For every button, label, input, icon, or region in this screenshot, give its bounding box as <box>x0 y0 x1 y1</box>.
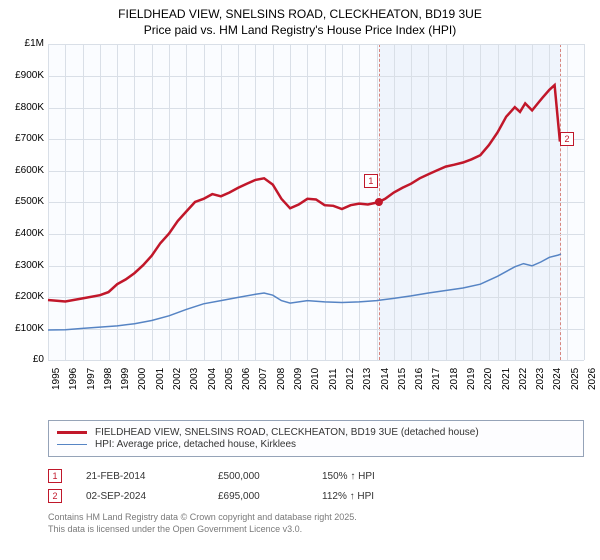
price-chart: £0£100K£200K£300K£400K£500K£600K£700K£80… <box>0 40 600 410</box>
callout-marker: 1 <box>364 174 378 188</box>
x-axis-tick-label: 2017 <box>431 368 442 390</box>
sale-date: 21-FEB-2014 <box>86 471 194 482</box>
legend-swatch <box>57 444 87 446</box>
sale-date: 02-SEP-2024 <box>86 491 194 502</box>
x-axis-tick-label: 2026 <box>587 368 598 390</box>
title-block: FIELDHEAD VIEW, SNELSINS ROAD, CLECKHEAT… <box>0 0 600 40</box>
series-line <box>48 85 561 301</box>
sale-data-table: 1 21-FEB-2014 £500,000 150% ↑ HPI 2 02-SEP-20… <box>48 466 584 506</box>
legend: FIELDHEAD VIEW, SNELSINS ROAD, CLECKHEAT… <box>48 420 584 457</box>
x-axis-tick-label: 2020 <box>483 368 494 390</box>
x-axis-tick-label: 2012 <box>345 368 356 390</box>
legend-row: FIELDHEAD VIEW, SNELSINS ROAD, CLECKHEAT… <box>57 427 575 438</box>
x-axis-tick-label: 1998 <box>103 368 114 390</box>
x-axis-tick-label: 2003 <box>189 368 200 390</box>
x-axis-tick-label: 2024 <box>552 368 563 390</box>
x-axis-tick-label: 2007 <box>258 368 269 390</box>
x-axis-tick-label: 2000 <box>137 368 148 390</box>
chart-title: FIELDHEAD VIEW, SNELSINS ROAD, CLECKHEAT… <box>10 6 590 22</box>
sale-price: £695,000 <box>218 491 298 502</box>
chart-subtitle: Price paid vs. HM Land Registry's House … <box>10 22 590 38</box>
x-axis-tick-label: 2004 <box>207 368 218 390</box>
x-axis-tick-label: 2013 <box>362 368 373 390</box>
sale-pct-vs-hpi: 150% ↑ HPI <box>322 471 412 482</box>
callout-marker: 2 <box>560 132 574 146</box>
x-axis-tick-label: 2021 <box>501 368 512 390</box>
legend-row: HPI: Average price, detached house, Kirk… <box>57 439 575 450</box>
x-axis-tick-label: 1999 <box>120 368 131 390</box>
footer-attribution: Contains HM Land Registry data © Crown c… <box>48 512 584 535</box>
sale-row-marker: 1 <box>48 469 62 483</box>
x-axis-tick-label: 2006 <box>241 368 252 390</box>
x-axis-tick-label: 2010 <box>310 368 321 390</box>
x-axis-tick-label: 1995 <box>51 368 62 390</box>
x-axis-tick-label: 1997 <box>86 368 97 390</box>
x-axis-tick-label: 2022 <box>518 368 529 390</box>
x-axis-tick-label: 1996 <box>68 368 79 390</box>
x-axis-tick-label: 2009 <box>293 368 304 390</box>
x-axis-tick-label: 2019 <box>466 368 477 390</box>
x-axis-tick-label: 2016 <box>414 368 425 390</box>
x-axis-tick-label: 2015 <box>397 368 408 390</box>
sale-data-row: 1 21-FEB-2014 £500,000 150% ↑ HPI <box>48 466 584 486</box>
legend-label: FIELDHEAD VIEW, SNELSINS ROAD, CLECKHEAT… <box>95 427 479 438</box>
x-axis-tick-label: 2018 <box>449 368 460 390</box>
x-axis-tick-label: 2014 <box>380 368 391 390</box>
legend-swatch <box>57 431 87 434</box>
x-axis-tick-label: 2011 <box>328 369 339 391</box>
footer-line-1: Contains HM Land Registry data © Crown c… <box>48 512 584 524</box>
footer-line-2: This data is licensed under the Open Gov… <box>48 524 584 536</box>
sale-price: £500,000 <box>218 471 298 482</box>
sale-row-marker: 2 <box>48 489 62 503</box>
x-axis-tick-label: 2001 <box>155 368 166 390</box>
series-line <box>48 254 561 330</box>
legend-label: HPI: Average price, detached house, Kirk… <box>95 439 296 450</box>
x-axis-tick-label: 2002 <box>172 368 183 390</box>
x-axis-tick-label: 2005 <box>224 368 235 390</box>
x-axis-tick-label: 2023 <box>535 368 546 390</box>
sale-pct-vs-hpi: 112% ↑ HPI <box>322 491 412 502</box>
sale-data-row: 2 02-SEP-2024 £695,000 112% ↑ HPI <box>48 486 584 506</box>
sale-marker-dot <box>375 198 383 206</box>
x-axis-tick-label: 2025 <box>570 368 581 390</box>
x-axis-tick-label: 2008 <box>276 368 287 390</box>
